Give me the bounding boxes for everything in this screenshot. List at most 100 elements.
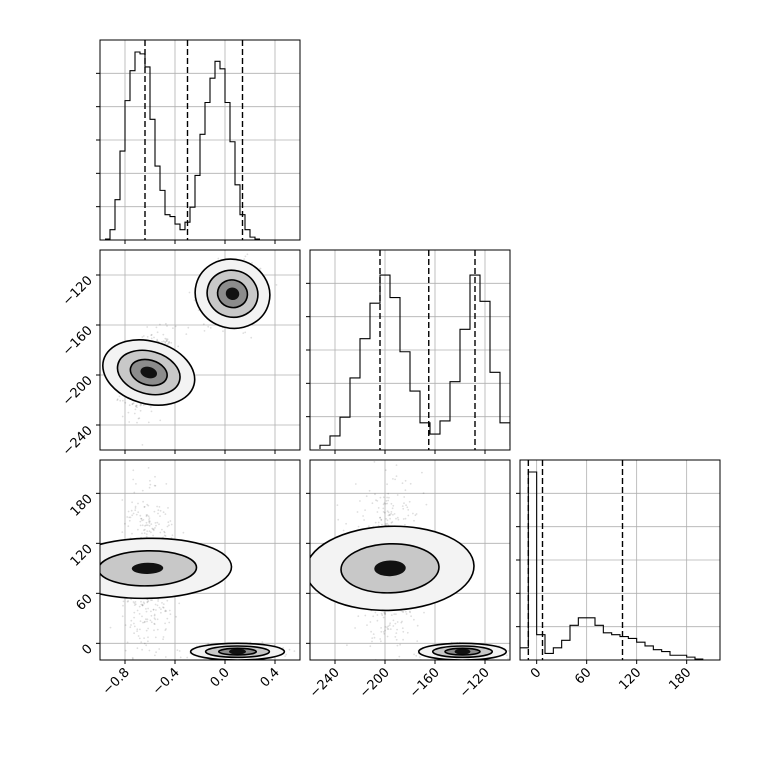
sample-point [129,516,132,519]
sample-point [156,628,159,631]
sample-point [166,325,168,327]
sample-point [146,618,149,621]
sample-point [131,403,134,405]
sample-point [402,611,405,613]
sample-point [383,611,386,614]
sample-point [293,650,296,652]
sample-point [374,493,376,496]
sample-point [384,522,387,525]
sample-point [141,336,144,338]
sample-point [386,502,389,505]
sample-point [139,409,142,412]
sample-point [150,333,153,336]
sample-point [186,656,189,659]
sample-point [150,334,153,337]
sample-point [133,611,136,614]
sample-point [152,534,155,537]
sample-point [346,644,348,647]
sample-point [380,518,383,521]
sample-point [380,630,383,633]
sample-point [147,607,150,610]
y-tick-label: 60 [74,592,96,614]
sample-point [402,518,405,520]
sample-point [408,500,411,503]
sample-point [382,631,385,633]
sample-point [159,323,161,326]
sample-point [371,502,374,505]
sample-point [363,519,365,521]
sample-point [164,609,167,612]
sample-point [383,502,386,505]
sample-point [372,633,375,635]
sample-point [357,525,360,528]
histogram-steps [520,471,704,660]
sample-point [132,658,134,660]
sample-point [155,609,157,611]
sample-point [368,525,370,528]
sample-point [209,327,212,329]
sample-point [140,517,143,520]
sample-point [385,518,387,520]
sample-point [165,322,167,325]
contour-line [189,642,286,660]
sample-point [405,610,407,613]
sample-point [152,528,155,530]
sample-point [380,612,383,615]
sample-point [170,341,173,344]
sample-point [150,337,153,340]
sample-point [169,520,172,522]
sample-point [385,524,387,526]
sample-point [161,528,163,531]
sample-point [153,623,156,625]
sample-point [393,688,395,690]
sample-point [156,521,159,524]
sample-point [143,621,146,624]
panel-frame [309,249,511,451]
contour-line [216,279,249,309]
sample-point [148,524,151,527]
sample-point [116,398,119,401]
contour-line [310,525,475,612]
contour-line [102,339,196,406]
sample-point [150,614,153,617]
sample-point [150,621,153,624]
sample-point [404,479,407,482]
sample-point [136,421,138,424]
sample-point [126,641,129,644]
sample-point [159,419,162,422]
sample-point [137,502,139,505]
sample-point [396,494,399,496]
scatter-panel-0-1 [96,249,301,454]
sample-point [146,620,148,623]
sample-point [395,517,397,520]
y-tick-label: −240 [60,423,96,459]
sample-point [386,626,388,629]
density-peak [374,560,406,577]
contour-line [100,550,198,587]
sample-point [118,395,121,398]
sample-point [175,615,178,618]
sample-point [392,513,394,516]
sample-point [141,615,143,618]
sample-point [409,482,412,485]
sample-point [395,475,398,477]
sample-point [148,649,151,652]
sample-point [146,530,149,533]
sample-point [145,521,148,524]
sample-point [396,644,399,647]
sample-point [382,503,385,506]
sample-point [162,636,165,638]
sample-point [153,629,155,632]
sample-point [408,610,411,613]
sample-point [153,617,156,619]
sample-point [143,505,146,508]
sample-point [163,530,166,533]
sample-point [150,610,152,613]
sample-point [127,600,130,602]
sample-point [116,399,119,401]
sample-point [275,284,278,286]
sample-point [146,601,149,604]
sample-point [390,614,393,616]
sample-point [122,604,124,607]
sample-point [145,515,148,518]
